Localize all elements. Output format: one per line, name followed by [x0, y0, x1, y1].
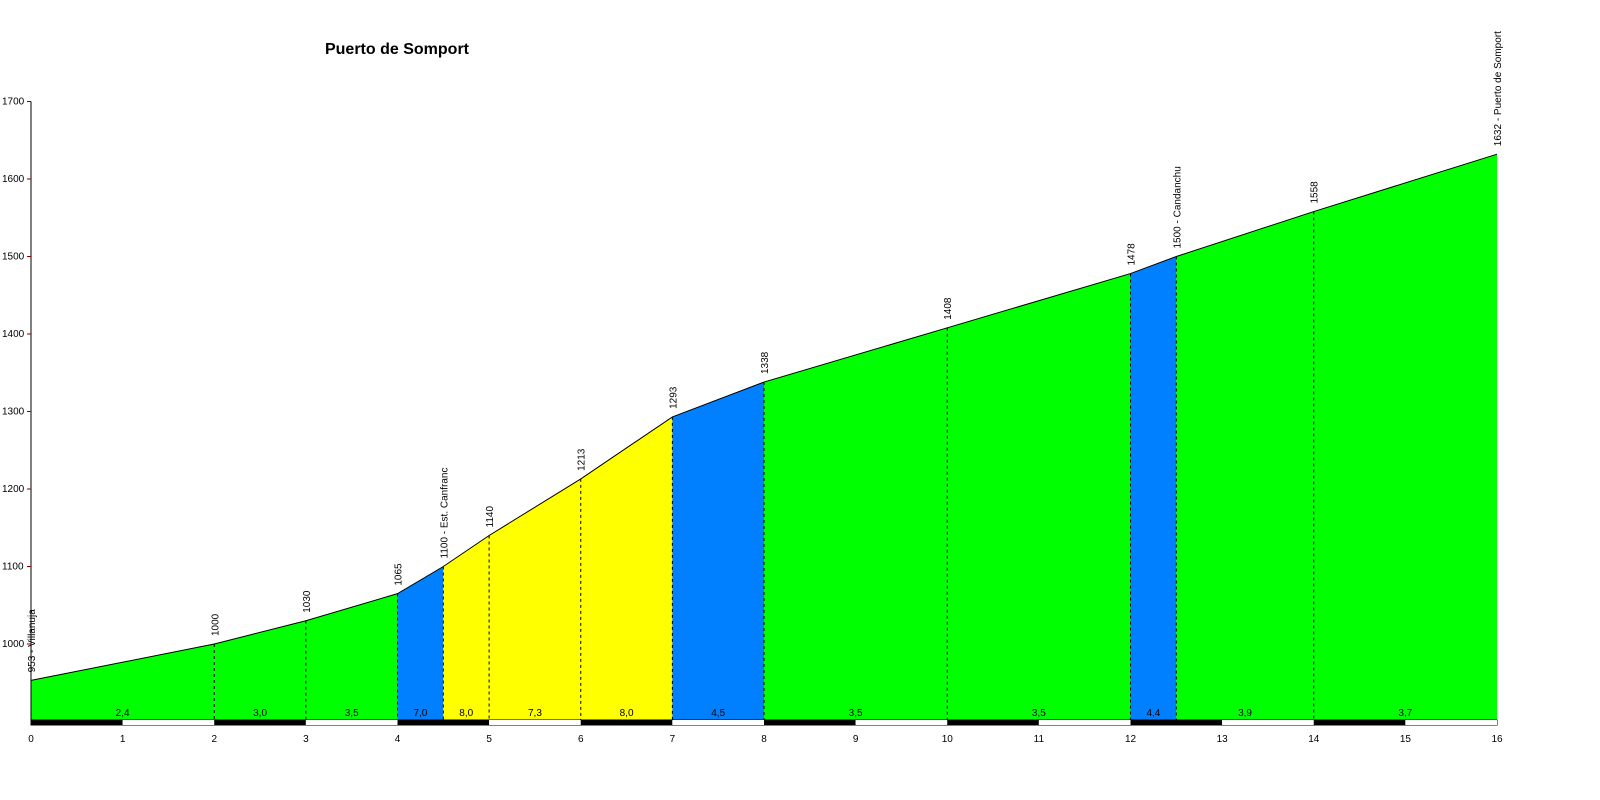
elevation-label: 1000 — [210, 613, 221, 636]
x-tick-label: 16 — [1491, 734, 1503, 745]
gradient-label: 8,0 — [620, 708, 634, 719]
x-axis: 0 1 2 3 4 5 6 7 8 9 10 11 12 13 14 15 16 — [28, 734, 1503, 745]
gradient-labels: 2,4 3,0 3,5 7,0 8,0 7,3 8,0 4,5 3,5 3,5 4,4 3,9 3,7 — [116, 708, 1413, 719]
elevation-label: 1478 — [1127, 243, 1138, 266]
elevation-label: 1558 — [1310, 181, 1321, 204]
elevation-label: 1338 — [760, 351, 771, 374]
profile-line — [30, 153, 1498, 681]
elevation-label: 1500 - Candanchu — [1172, 166, 1183, 248]
x-tick-label: 13 — [1217, 734, 1229, 745]
scale-bar-cell — [214, 720, 306, 725]
gradient-label: 3,0 — [253, 708, 267, 719]
y-tick-label: 1600 — [2, 174, 25, 185]
profile-outline — [30, 153, 1498, 681]
gradient-label: 3,5 — [1032, 708, 1046, 719]
y-tick-label: 1100 — [2, 562, 24, 573]
x-tick-label: 15 — [1400, 734, 1412, 745]
elevation-label: 1408 — [943, 297, 954, 320]
elevation-labels: 953 - Villanuja 1000 1030 1065 1100 - Est. C… — [27, 31, 1504, 673]
gradient-label: 2,4 — [116, 708, 130, 719]
scale-bar-cell — [1405, 720, 1497, 725]
x-tick-label: 10 — [942, 734, 954, 745]
elevation-label: 1213 — [577, 448, 588, 471]
gradient-segment — [672, 382, 764, 720]
scale-bar-cell — [1222, 720, 1314, 725]
gradient-segment — [1313, 154, 1497, 720]
x-tick-label: 12 — [1125, 734, 1137, 745]
gradient-label: 7,0 — [413, 708, 427, 719]
elevation-label: 953 - Villanuja — [27, 609, 38, 673]
gradient-segment — [489, 478, 581, 720]
scale-bar-cell — [855, 720, 948, 725]
gradient-segment — [1130, 256, 1177, 720]
gradient-segment — [31, 644, 215, 720]
elevation-label: 1632 - Puerto de Somport — [1493, 31, 1504, 146]
scale-bar-cell — [489, 720, 581, 725]
elevation-label: 1293 — [668, 386, 679, 409]
x-tick-label: 1 — [120, 734, 126, 745]
y-tick-label: 1000 — [2, 639, 25, 650]
scale-bar-cell — [1130, 720, 1223, 725]
x-tick-label: 8 — [761, 734, 767, 745]
scale-bar-cell — [672, 720, 764, 725]
x-tick-label: 2 — [211, 734, 217, 745]
gradient-segment — [1176, 211, 1314, 721]
y-tick-label: 1500 — [2, 252, 25, 263]
km-scale-bar — [30, 719, 1498, 726]
x-tick-label: 11 — [1034, 734, 1045, 745]
scale-bar-cell — [764, 720, 856, 725]
x-tick-label: 7 — [670, 734, 676, 745]
y-tick-label: 1700 — [2, 97, 25, 108]
chart-title: Puerto de Somport — [325, 41, 470, 58]
scale-bar-cell — [1038, 720, 1131, 725]
scale-bar-cell — [31, 720, 123, 725]
gradient-label: 4,4 — [1146, 708, 1160, 719]
x-tick-label: 0 — [28, 734, 34, 745]
scale-bar-cell — [1313, 720, 1406, 725]
elevation-label: 1065 — [394, 563, 405, 586]
elevation-label: 1100 - Est. Canfranc — [439, 468, 450, 559]
x-tick-label: 9 — [853, 734, 859, 745]
elevation-label: 1030 — [302, 590, 313, 613]
x-tick-label: 5 — [486, 734, 492, 745]
gradient-segment — [947, 273, 1131, 720]
gradient-segment — [443, 535, 490, 720]
gradient-segment — [397, 566, 444, 720]
gradient-segment — [214, 620, 306, 720]
elevation-label: 1140 — [485, 506, 496, 528]
x-tick-label: 14 — [1308, 734, 1320, 745]
scale-bar-cell — [947, 720, 1039, 725]
x-tick-label: 6 — [578, 734, 584, 745]
x-tick-label: 3 — [303, 734, 309, 745]
y-tick-label: 1400 — [2, 329, 25, 340]
gradient-label: 3,5 — [345, 708, 359, 719]
gradient-segment — [580, 416, 673, 720]
gradient-label: 8,0 — [459, 708, 473, 719]
scale-bar-cell — [305, 720, 398, 725]
gradient-segment — [305, 593, 398, 720]
gradient-label: 3,5 — [849, 708, 863, 719]
gradient-segment-fills — [31, 154, 1497, 721]
y-tick-label: 1200 — [2, 484, 25, 495]
y-tick-label: 1300 — [2, 407, 25, 418]
scale-bar-cell — [580, 720, 673, 725]
gradient-label: 4,5 — [711, 708, 725, 719]
gradient-label: 7,3 — [528, 708, 542, 719]
scale-bar-cell — [397, 720, 490, 725]
x-tick-label: 4 — [395, 734, 401, 745]
gradient-segment — [764, 327, 948, 720]
y-axis: 1000 1100 1200 1300 1400 1500 1600 1700 — [2, 97, 32, 720]
segment-dividers — [213, 211, 1315, 720]
gradient-label: 3,7 — [1398, 708, 1412, 719]
gradient-label: 3,9 — [1238, 708, 1252, 719]
scale-bar-cell — [122, 720, 215, 725]
